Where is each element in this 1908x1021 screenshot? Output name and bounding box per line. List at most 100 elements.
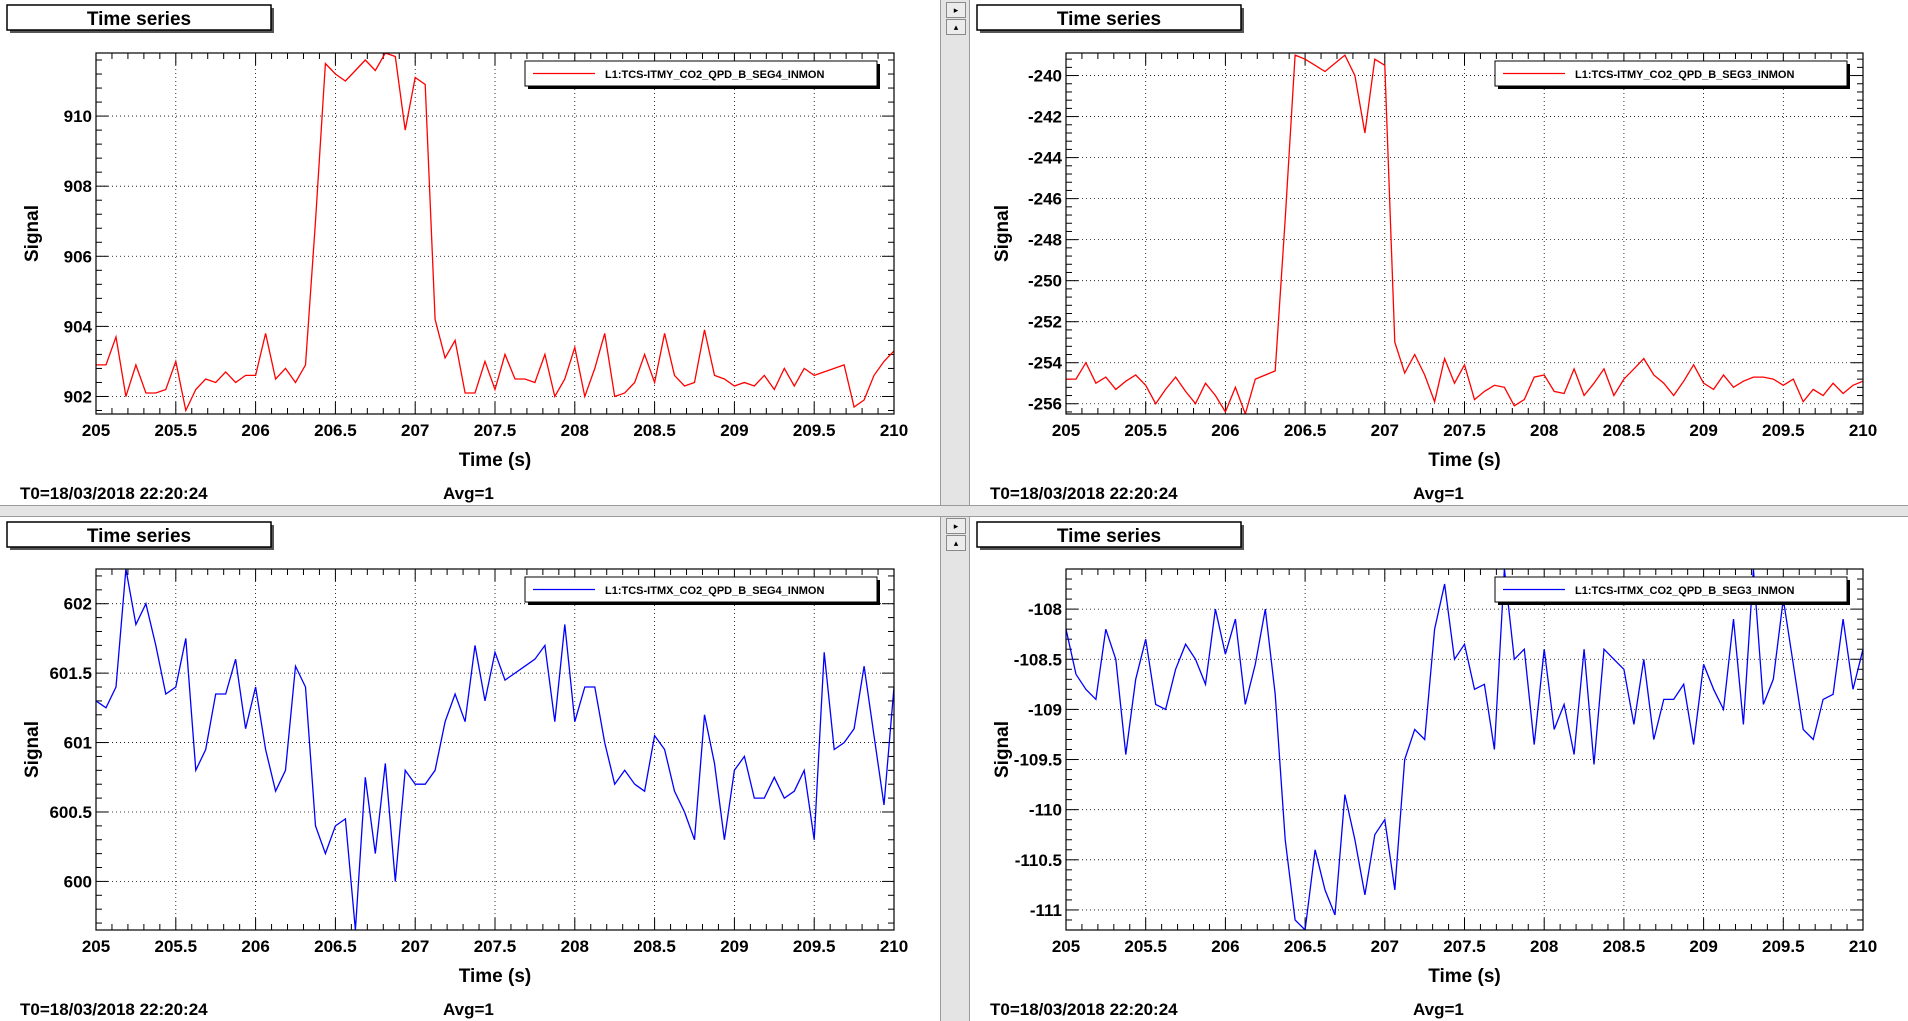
chart-panel-top-left: Time series 205 205.5 206 206.5 207 207.5 208 20…: [0, 0, 940, 505]
x-tick-label: 209: [1689, 937, 1717, 956]
x-tick-label: 207.5: [474, 937, 517, 956]
x-tick-label: 207: [401, 937, 429, 956]
y-tick-label: 904: [64, 317, 93, 336]
legend-label: L1:TCS-ITMX_CO2_QPD_B_SEG4_INMON: [605, 585, 824, 597]
y-tick-label: 602: [64, 595, 92, 614]
x-tick-label: 207: [401, 421, 429, 440]
x-tick-label: 205.5: [155, 421, 198, 440]
plot-frame: [95, 52, 895, 415]
x-tick-label: 205: [1052, 421, 1080, 440]
y-tick-label: 908: [64, 177, 92, 196]
scroll-up-button-bottom[interactable]: ▴: [946, 535, 966, 551]
title-box: [976, 521, 1242, 548]
y-tick-label: -250: [1028, 272, 1062, 291]
y-tick-label: -246: [1028, 190, 1062, 209]
x-tick-label: 206: [1211, 937, 1239, 956]
chart-panel-top-right: Time series 205 205.5 206 206.5 207 207.5 208 20…: [970, 0, 1908, 505]
y-tick-label: -252: [1028, 313, 1062, 332]
y-axis-title: Signal: [992, 721, 1013, 778]
chart-panel-bottom-right: Time series 205 205.5 206 206.5 207 207.5 208 20…: [970, 517, 1908, 1021]
avg-label: Avg=1: [1413, 484, 1464, 503]
y-tick-label: -244: [1028, 149, 1063, 168]
avg-label: Avg=1: [443, 1000, 494, 1019]
x-tick-label: 206: [1211, 421, 1239, 440]
scroll-right-button-bottom[interactable]: ▸: [946, 518, 966, 534]
x-tick-label: 205.5: [1124, 421, 1167, 440]
x-tick-label: 210: [1849, 937, 1877, 956]
y-tick-label: -111: [1030, 901, 1062, 920]
title-box: [976, 4, 1242, 31]
x-tick-label: 208: [561, 937, 589, 956]
x-tick-label: 206.5: [1284, 421, 1327, 440]
y-tick-label: -109: [1028, 700, 1062, 719]
y-tick-label: 600: [64, 872, 92, 891]
horizontal-splitter[interactable]: [0, 505, 1908, 517]
time-series-chart: Time series 205 205.5 206 206.5 207 207.5 208 20…: [6, 521, 908, 1019]
x-tick-label: 205.5: [155, 937, 198, 956]
chart-title: Time series: [87, 526, 191, 547]
x-tick-label: 209: [720, 937, 748, 956]
x-tick-label: 205: [82, 421, 110, 440]
x-tick-label: 207.5: [474, 421, 517, 440]
x-tick-label: 206: [241, 421, 269, 440]
t0-label: T0=18/03/2018 22:20:24: [20, 1000, 208, 1019]
y-tick-label: 600.5: [49, 803, 92, 822]
y-tick-label: -248: [1028, 231, 1062, 250]
x-tick-label: 210: [1849, 421, 1877, 440]
x-tick-label: 208.5: [633, 421, 676, 440]
x-axis-title: Time (s): [459, 450, 532, 471]
x-tick-label: 206.5: [314, 421, 357, 440]
x-tick-label: 209: [720, 421, 748, 440]
series-line: [96, 53, 894, 413]
x-axis-title: Time (s): [1428, 966, 1501, 987]
x-tick-label: 209.5: [1762, 937, 1805, 956]
title-box: [6, 4, 272, 31]
x-tick-label: 207: [1371, 421, 1399, 440]
time-series-chart: Time series 205 205.5 206 206.5 207 207.5 208 20…: [6, 4, 908, 503]
series-line: [96, 569, 894, 930]
title-box: [6, 521, 272, 548]
x-axis-title: Time (s): [1428, 450, 1501, 471]
chart-title: Time series: [1057, 526, 1161, 547]
chart-title: Time series: [1057, 9, 1161, 30]
y-tick-label: 906: [64, 247, 92, 266]
scroll-right-button-top[interactable]: ▸: [946, 2, 966, 18]
plot-frame: [1065, 52, 1864, 415]
y-tick-label: -108: [1028, 600, 1062, 619]
x-tick-label: 209.5: [793, 937, 836, 956]
x-tick-label: 206.5: [1284, 937, 1327, 956]
y-tick-label: 601.5: [49, 664, 92, 683]
x-tick-label: 207: [1371, 937, 1399, 956]
x-tick-label: 208.5: [1603, 937, 1646, 956]
x-tick-label: 210: [880, 937, 908, 956]
y-tick-label: 601: [64, 734, 92, 753]
legend-label: L1:TCS-ITMX_CO2_QPD_B_SEG3_INMON: [1575, 585, 1794, 597]
t0-label: T0=18/03/2018 22:20:24: [20, 484, 208, 503]
scroll-up-button-top[interactable]: ▴: [946, 19, 966, 35]
y-tick-label: -242: [1028, 108, 1062, 127]
legend-label: L1:TCS-ITMY_CO2_QPD_B_SEG4_INMON: [605, 69, 824, 81]
y-tick-label: 910: [64, 107, 92, 126]
x-tick-label: 209: [1689, 421, 1717, 440]
x-tick-label: 208.5: [633, 937, 676, 956]
t0-label: T0=18/03/2018 22:20:24: [990, 484, 1178, 503]
x-tick-label: 208: [1530, 421, 1558, 440]
y-tick-label: -256: [1028, 395, 1062, 414]
y-tick-label: -240: [1028, 67, 1062, 86]
time-series-chart: Time series 205 205.5 206 206.5 207 207.5 208 20…: [976, 521, 1877, 1019]
avg-label: Avg=1: [443, 484, 494, 503]
y-tick-label: -110: [1029, 801, 1062, 820]
x-tick-label: 209.5: [1762, 421, 1805, 440]
x-tick-label: 209.5: [793, 421, 836, 440]
x-tick-label: 207.5: [1443, 937, 1486, 956]
y-tick-label: -109.5: [1014, 751, 1062, 770]
x-axis-title: Time (s): [459, 966, 532, 987]
x-tick-label: 205.5: [1124, 937, 1167, 956]
series-line: [1066, 569, 1863, 930]
avg-label: Avg=1: [1413, 1000, 1464, 1019]
y-tick-label: 902: [64, 387, 92, 406]
y-tick-label: -254: [1028, 354, 1063, 373]
y-axis-title: Signal: [22, 721, 43, 778]
x-tick-label: 205: [1052, 937, 1080, 956]
x-tick-label: 208: [1530, 937, 1558, 956]
